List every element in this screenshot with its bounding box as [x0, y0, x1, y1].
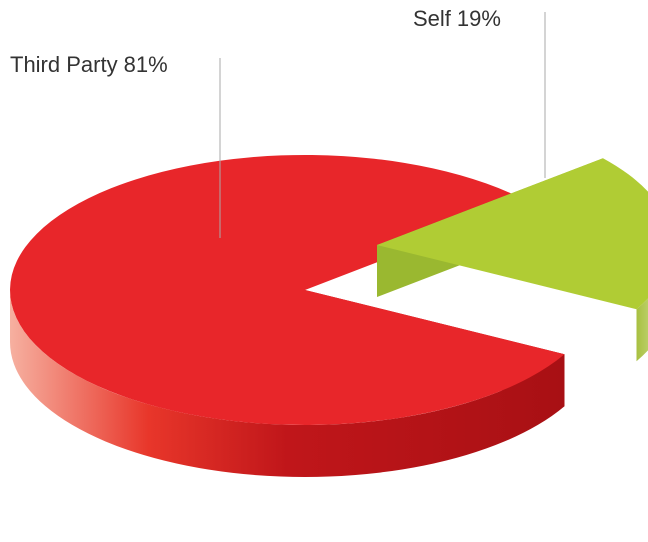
- slice-side: [636, 298, 648, 362]
- slice-label: Self 19%: [413, 6, 501, 31]
- slice: [10, 154, 565, 425]
- value-label: 81%: [124, 52, 168, 77]
- category-label: Self: [413, 6, 452, 31]
- slice-label: Third Party 81%: [10, 52, 168, 77]
- category-label: Third Party: [10, 52, 118, 77]
- slice-side: [10, 290, 565, 477]
- pie: [10, 154, 648, 477]
- slice: [377, 158, 648, 310]
- value-label: 19%: [457, 6, 501, 31]
- labels: Third Party 81% Self 19%: [10, 6, 546, 238]
